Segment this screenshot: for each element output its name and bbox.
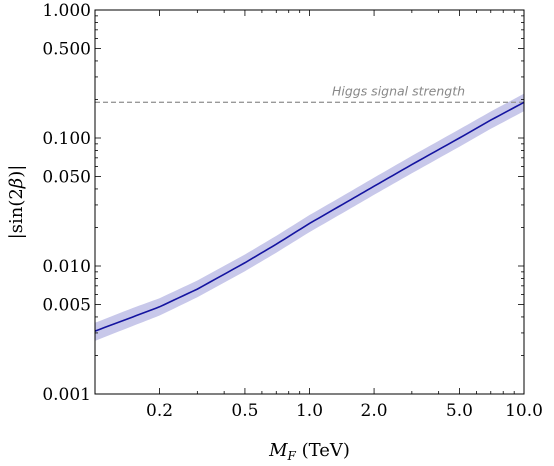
x-tick-label: 2.0 [361, 401, 388, 421]
y-axis-ticks: 0.001 0.005 0.010 0.050 0.100 0.500 1.000 [42, 1, 524, 405]
y-tick-label: 0.001 [42, 385, 91, 405]
y-tick-label: 0.100 [42, 129, 91, 149]
plot-frame [94, 9, 525, 395]
series-line [94, 101, 525, 332]
x-tick-label: 5.0 [446, 401, 473, 421]
y-tick-label: 1.000 [42, 1, 91, 21]
y-tick-label: 0.050 [42, 168, 91, 188]
y-tick-label: 0.500 [42, 40, 91, 60]
x-tick-label: 10.0 [505, 401, 543, 421]
y-tick-label: 0.005 [42, 296, 91, 316]
x-tick-label: 0.5 [231, 401, 258, 421]
uncertainty-band [95, 93, 524, 341]
y-tick-label: 0.010 [42, 257, 91, 277]
x-axis-ticks: 0.2 0.5 1.0 2.0 5.0 10.0 [94, 10, 543, 421]
x-tick-label: 0.2 [146, 401, 173, 421]
x-axis-label: MF (TeV) [268, 440, 350, 463]
x-tick-label: 1.0 [296, 401, 323, 421]
higgs-reference-label: Higgs signal strength [332, 83, 465, 98]
y-axis-label: |sin(2β)| [6, 165, 27, 240]
